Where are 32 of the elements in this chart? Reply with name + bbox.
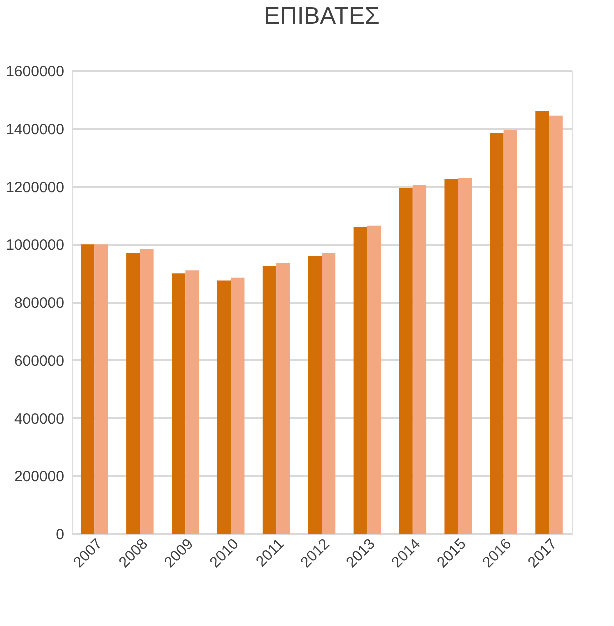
- bar: [412, 185, 427, 534]
- bar: [367, 226, 382, 534]
- bar: [126, 253, 140, 534]
- bar: [322, 253, 336, 534]
- y-tick-label: 800000: [14, 295, 64, 312]
- bar: [308, 256, 322, 534]
- bar: [444, 180, 458, 534]
- y-tick-label: 1000000: [6, 237, 64, 254]
- bar: [172, 274, 186, 534]
- y-tick-label: 1200000: [6, 179, 64, 196]
- y-tick-label: 600000: [14, 352, 64, 370]
- bar: [217, 280, 232, 534]
- bar: [276, 263, 290, 534]
- bar: [186, 270, 200, 534]
- y-tick-label: 1600000: [6, 64, 64, 80]
- bar: [231, 278, 245, 534]
- bar: [262, 266, 277, 534]
- bar: [536, 112, 550, 534]
- bar: [490, 133, 504, 534]
- y-tick-label: 400000: [14, 410, 64, 428]
- bar: [399, 188, 413, 534]
- y-tick-label: 0: [56, 526, 64, 544]
- chart-title: ΕΠΙΒΑΤΕΣ: [264, 3, 380, 30]
- bar: [549, 116, 563, 534]
- bar: [140, 248, 154, 534]
- y-tick-label: 200000: [14, 468, 64, 486]
- bar: [504, 130, 518, 534]
- y-tick-label: 1400000: [6, 121, 64, 138]
- bar: [354, 227, 368, 534]
- bar: [94, 244, 108, 534]
- bar: [458, 178, 472, 534]
- bar: [81, 244, 95, 534]
